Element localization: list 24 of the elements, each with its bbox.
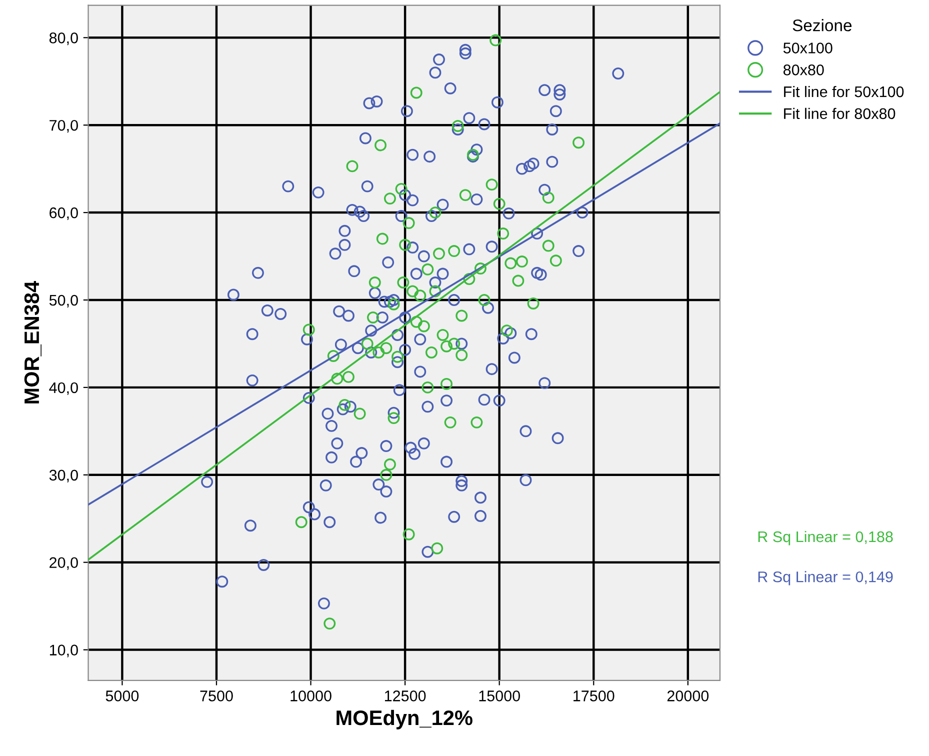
x-axis-title: MOEdyn_12% bbox=[336, 710, 472, 730]
legend-title: Sezione bbox=[792, 19, 852, 32]
y-tick-label: 10,0 bbox=[50, 644, 78, 658]
y-tick-label: 30,0 bbox=[49, 470, 78, 482]
text: R Sq Linear = 0,188 bbox=[758, 530, 893, 546]
legend-label: Fit line for 50x100 bbox=[784, 86, 904, 98]
x-tick-label: 15000 bbox=[479, 690, 520, 702]
x-tick-label: 7500 bbox=[200, 690, 233, 702]
x-tick-label: 10000 bbox=[290, 690, 332, 702]
x-tick-label: 5000 bbox=[106, 690, 139, 702]
text: R Sq Linear = 0,149 bbox=[758, 571, 893, 586]
y-tick-label: 40,0 bbox=[49, 382, 78, 395]
y-tick-label: 60,0 bbox=[50, 207, 78, 220]
x-tick-label: 20000 bbox=[667, 690, 709, 702]
legend-label: 50x100 bbox=[783, 42, 832, 54]
y-tick-label: 80,0 bbox=[49, 32, 78, 46]
x-tick-label: 12500 bbox=[384, 690, 426, 702]
y-tick-label: 70,0 bbox=[50, 120, 78, 133]
y-tick-label: 50,0 bbox=[49, 294, 78, 308]
x-tick-label: 17500 bbox=[574, 690, 614, 702]
legend-label: Fit line for 80x80 bbox=[784, 108, 896, 120]
y-axis-title: MOR_EN384 bbox=[24, 281, 42, 404]
y-tick-label: 20,0 bbox=[50, 557, 78, 570]
legend-label: 80x80 bbox=[783, 64, 824, 76]
